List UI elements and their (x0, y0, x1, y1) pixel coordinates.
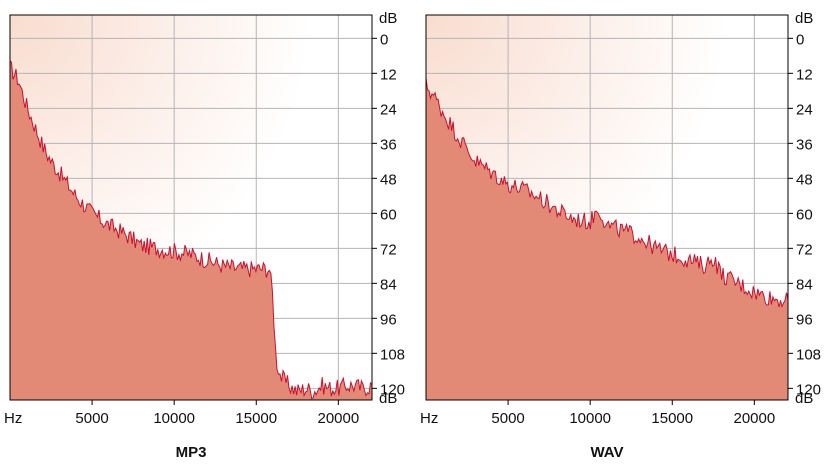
spectrum-line (425, 77, 789, 309)
x-tick-label: 10000 (153, 410, 195, 427)
y-tick-label: 108 (380, 346, 405, 363)
y-tick-label: 84 (380, 276, 397, 293)
x-axis-ticks: 5000 10000 15000 20000 (491, 400, 775, 427)
y-tick-label: 120 (380, 381, 405, 398)
y-tick-label: 12 (796, 66, 813, 83)
y-unit-top: dB (795, 10, 813, 27)
y-tick-label: 48 (796, 171, 813, 188)
y-tick-label: 96 (796, 311, 813, 328)
y-tick-label: 0 (380, 31, 388, 48)
x-tick-label: 10000 (569, 410, 611, 427)
y-axis-ticks: 0 12 24 36 48 60 72 84 96 108 120 (788, 31, 821, 398)
y-unit-bottom: dB (795, 390, 813, 407)
y-tick-label: 36 (796, 136, 813, 153)
chart-title-wav: WAV (590, 444, 623, 461)
x-tick-label: 20000 (733, 410, 775, 427)
spectrum-area (10, 60, 372, 400)
y-tick-label: 60 (796, 206, 813, 223)
y-tick-label: 120 (796, 381, 821, 398)
x-axis-ticks: 5000 10000 15000 20000 (75, 400, 359, 427)
y-tick-label: 24 (380, 101, 397, 118)
plot-frame (425, 14, 789, 401)
y-tick-label: 24 (796, 101, 813, 118)
y-tick-label: 108 (796, 346, 821, 363)
chart-title-mp3: MP3 (176, 444, 207, 461)
y-unit-bottom: dB (379, 390, 397, 407)
x-unit: Hz (4, 410, 22, 427)
y-unit-top: dB (379, 10, 397, 27)
y-tick-label: 60 (380, 206, 397, 223)
y-tick-label: 12 (380, 66, 397, 83)
x-tick-label: 5000 (75, 410, 108, 427)
y-tick-label: 84 (796, 276, 813, 293)
x-tick-label: 5000 (491, 410, 524, 427)
x-tick-label: 15000 (651, 410, 693, 427)
plot-frame (9, 14, 373, 401)
y-tick-label: 36 (380, 136, 397, 153)
spectrum-line (9, 60, 373, 400)
y-tick-label: 48 (380, 171, 397, 188)
x-tick-label: 15000 (235, 410, 277, 427)
y-tick-label: 96 (380, 311, 397, 328)
chart-mp3: 0 12 24 36 48 60 72 84 96 108 120 5000 10000 15000 20… (4, 10, 405, 461)
chart-wav: 0 12 24 36 48 60 72 84 96 108 120 5000 10000 15000 20… (420, 10, 821, 461)
y-tick-label: 72 (380, 241, 397, 258)
x-unit: Hz (420, 410, 438, 427)
y-axis-ticks: 0 12 24 36 48 60 72 84 96 108 120 (372, 31, 405, 398)
y-tick-label: 0 (796, 31, 804, 48)
spectrum-area (426, 77, 788, 400)
x-tick-label: 20000 (317, 410, 359, 427)
y-tick-label: 72 (796, 241, 813, 258)
